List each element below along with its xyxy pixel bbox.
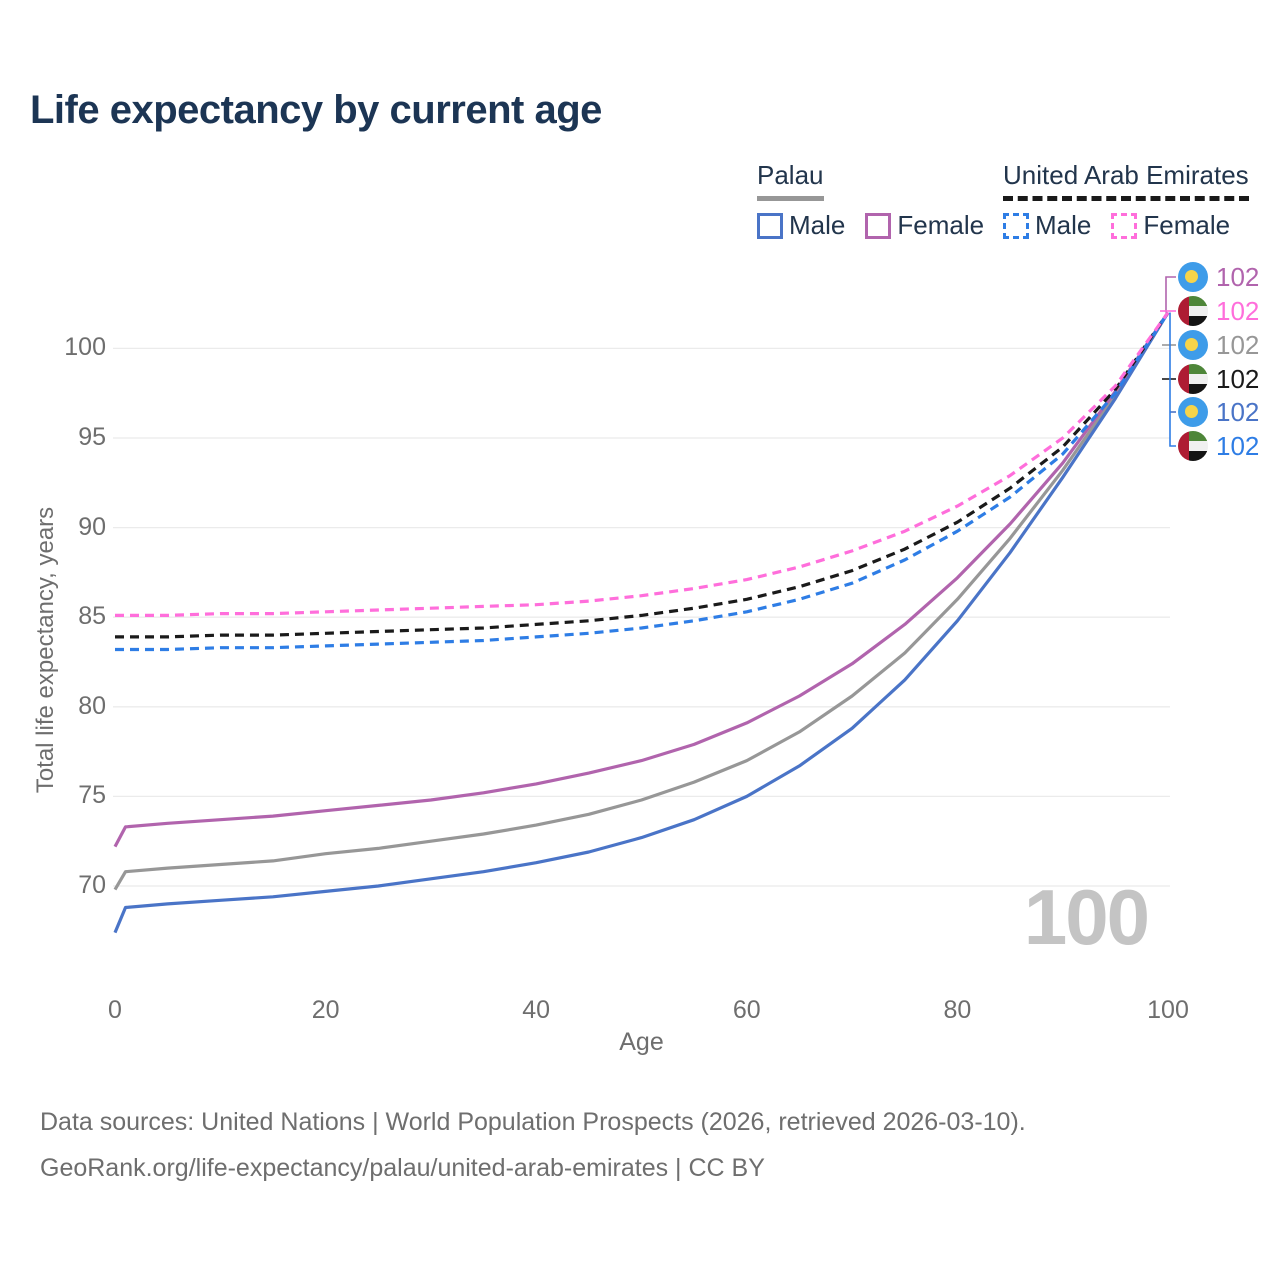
end-value: 102 [1216,431,1260,461]
uae-flag-icon [1178,364,1208,394]
legend-item-uae-female[interactable]: Female [1111,210,1230,241]
y-tick-label-75: 75 [78,781,106,810]
legend-label-uae-female: Female [1143,210,1231,240]
page-title: Life expectancy by current age [30,88,602,132]
x-tick-label-60: 60 [732,996,761,1024]
data-sources-note: Data sources: United Nations | World Pop… [40,1108,1026,1136]
end-value: 102 [1216,397,1260,427]
end-label-uae-female: 102 [1178,296,1259,326]
series-line-palau-total [113,311,1170,891]
legend-item-palau-male[interactable]: Male [757,210,845,241]
legend-item-uae-male[interactable]: Male [1003,210,1091,241]
y-tick-label-90: 90 [78,512,106,541]
palau-male-swatch-icon [757,212,783,239]
legend-row-uae: Male Female [1003,210,1249,241]
legend-row-palau: Male Female [757,210,984,241]
palau-female-swatch-icon [865,212,892,239]
legend-item-palau-female[interactable]: Female [865,210,984,241]
end-value: 102 [1216,330,1260,360]
legend-label-uae-male: Male [1035,210,1092,240]
palau-flag-icon [1178,397,1208,427]
y-tick-label-95: 95 [78,423,106,451]
legend-label-palau-male: Male [789,210,846,240]
end-label-connector-5 [1169,312,1176,447]
end-value: 102 [1216,296,1260,326]
y-axis-title: Total life expectancy, years [32,506,59,794]
legend-header-uae: United Arab Emirates [1003,160,1249,201]
end-value: 102 [1216,262,1260,292]
series-line-palau-male [113,311,1170,934]
series-line-palau-female [113,311,1170,848]
end-label-palau-total: 102 [1178,330,1259,360]
uae-female-swatch-icon [1111,212,1138,239]
series-line-uae-male [115,311,1170,652]
x-tick-label-40: 40 [522,996,551,1024]
series-line-uae-total [115,311,1170,639]
y-tick-label-85: 85 [78,602,106,631]
legend-group-palau: Palau Male Female [757,160,984,241]
y-tick-label-70: 70 [78,871,106,899]
end-label-palau-female: 102 [1178,262,1259,292]
x-tick-label-20: 20 [311,996,340,1024]
x-tick-label-0: 0 [108,996,122,1024]
y-tick-label-100: 100 [64,333,106,362]
uae-flag-icon [1178,296,1208,326]
end-value: 102 [1216,364,1260,394]
attribution-note: GeoRank.org/life-expectancy/palau/united… [40,1154,765,1182]
x-tick-label-80: 80 [943,996,972,1024]
end-label-uae-total: 102 [1178,364,1259,394]
x-tick-label-100: 100 [1147,996,1189,1024]
end-label-connector-0 [1165,276,1176,313]
x-axis-title: Age [619,1028,664,1056]
legend-group-uae: United Arab Emirates Male Female [1003,160,1249,241]
palau-flag-icon [1178,330,1208,360]
series-line-uae-female [115,311,1170,617]
legend-header-palau: Palau [757,160,824,201]
end-label-palau-male: 102 [1178,397,1259,427]
y-tick-label-80: 80 [78,691,106,720]
age-counter-watermark: 100 [1023,873,1150,961]
end-label-uae-male: 102 [1178,431,1259,461]
legend-label-palau-female: Female [897,210,985,240]
palau-flag-icon [1178,262,1208,292]
uae-male-swatch-icon [1003,212,1029,239]
uae-flag-icon [1178,431,1208,461]
